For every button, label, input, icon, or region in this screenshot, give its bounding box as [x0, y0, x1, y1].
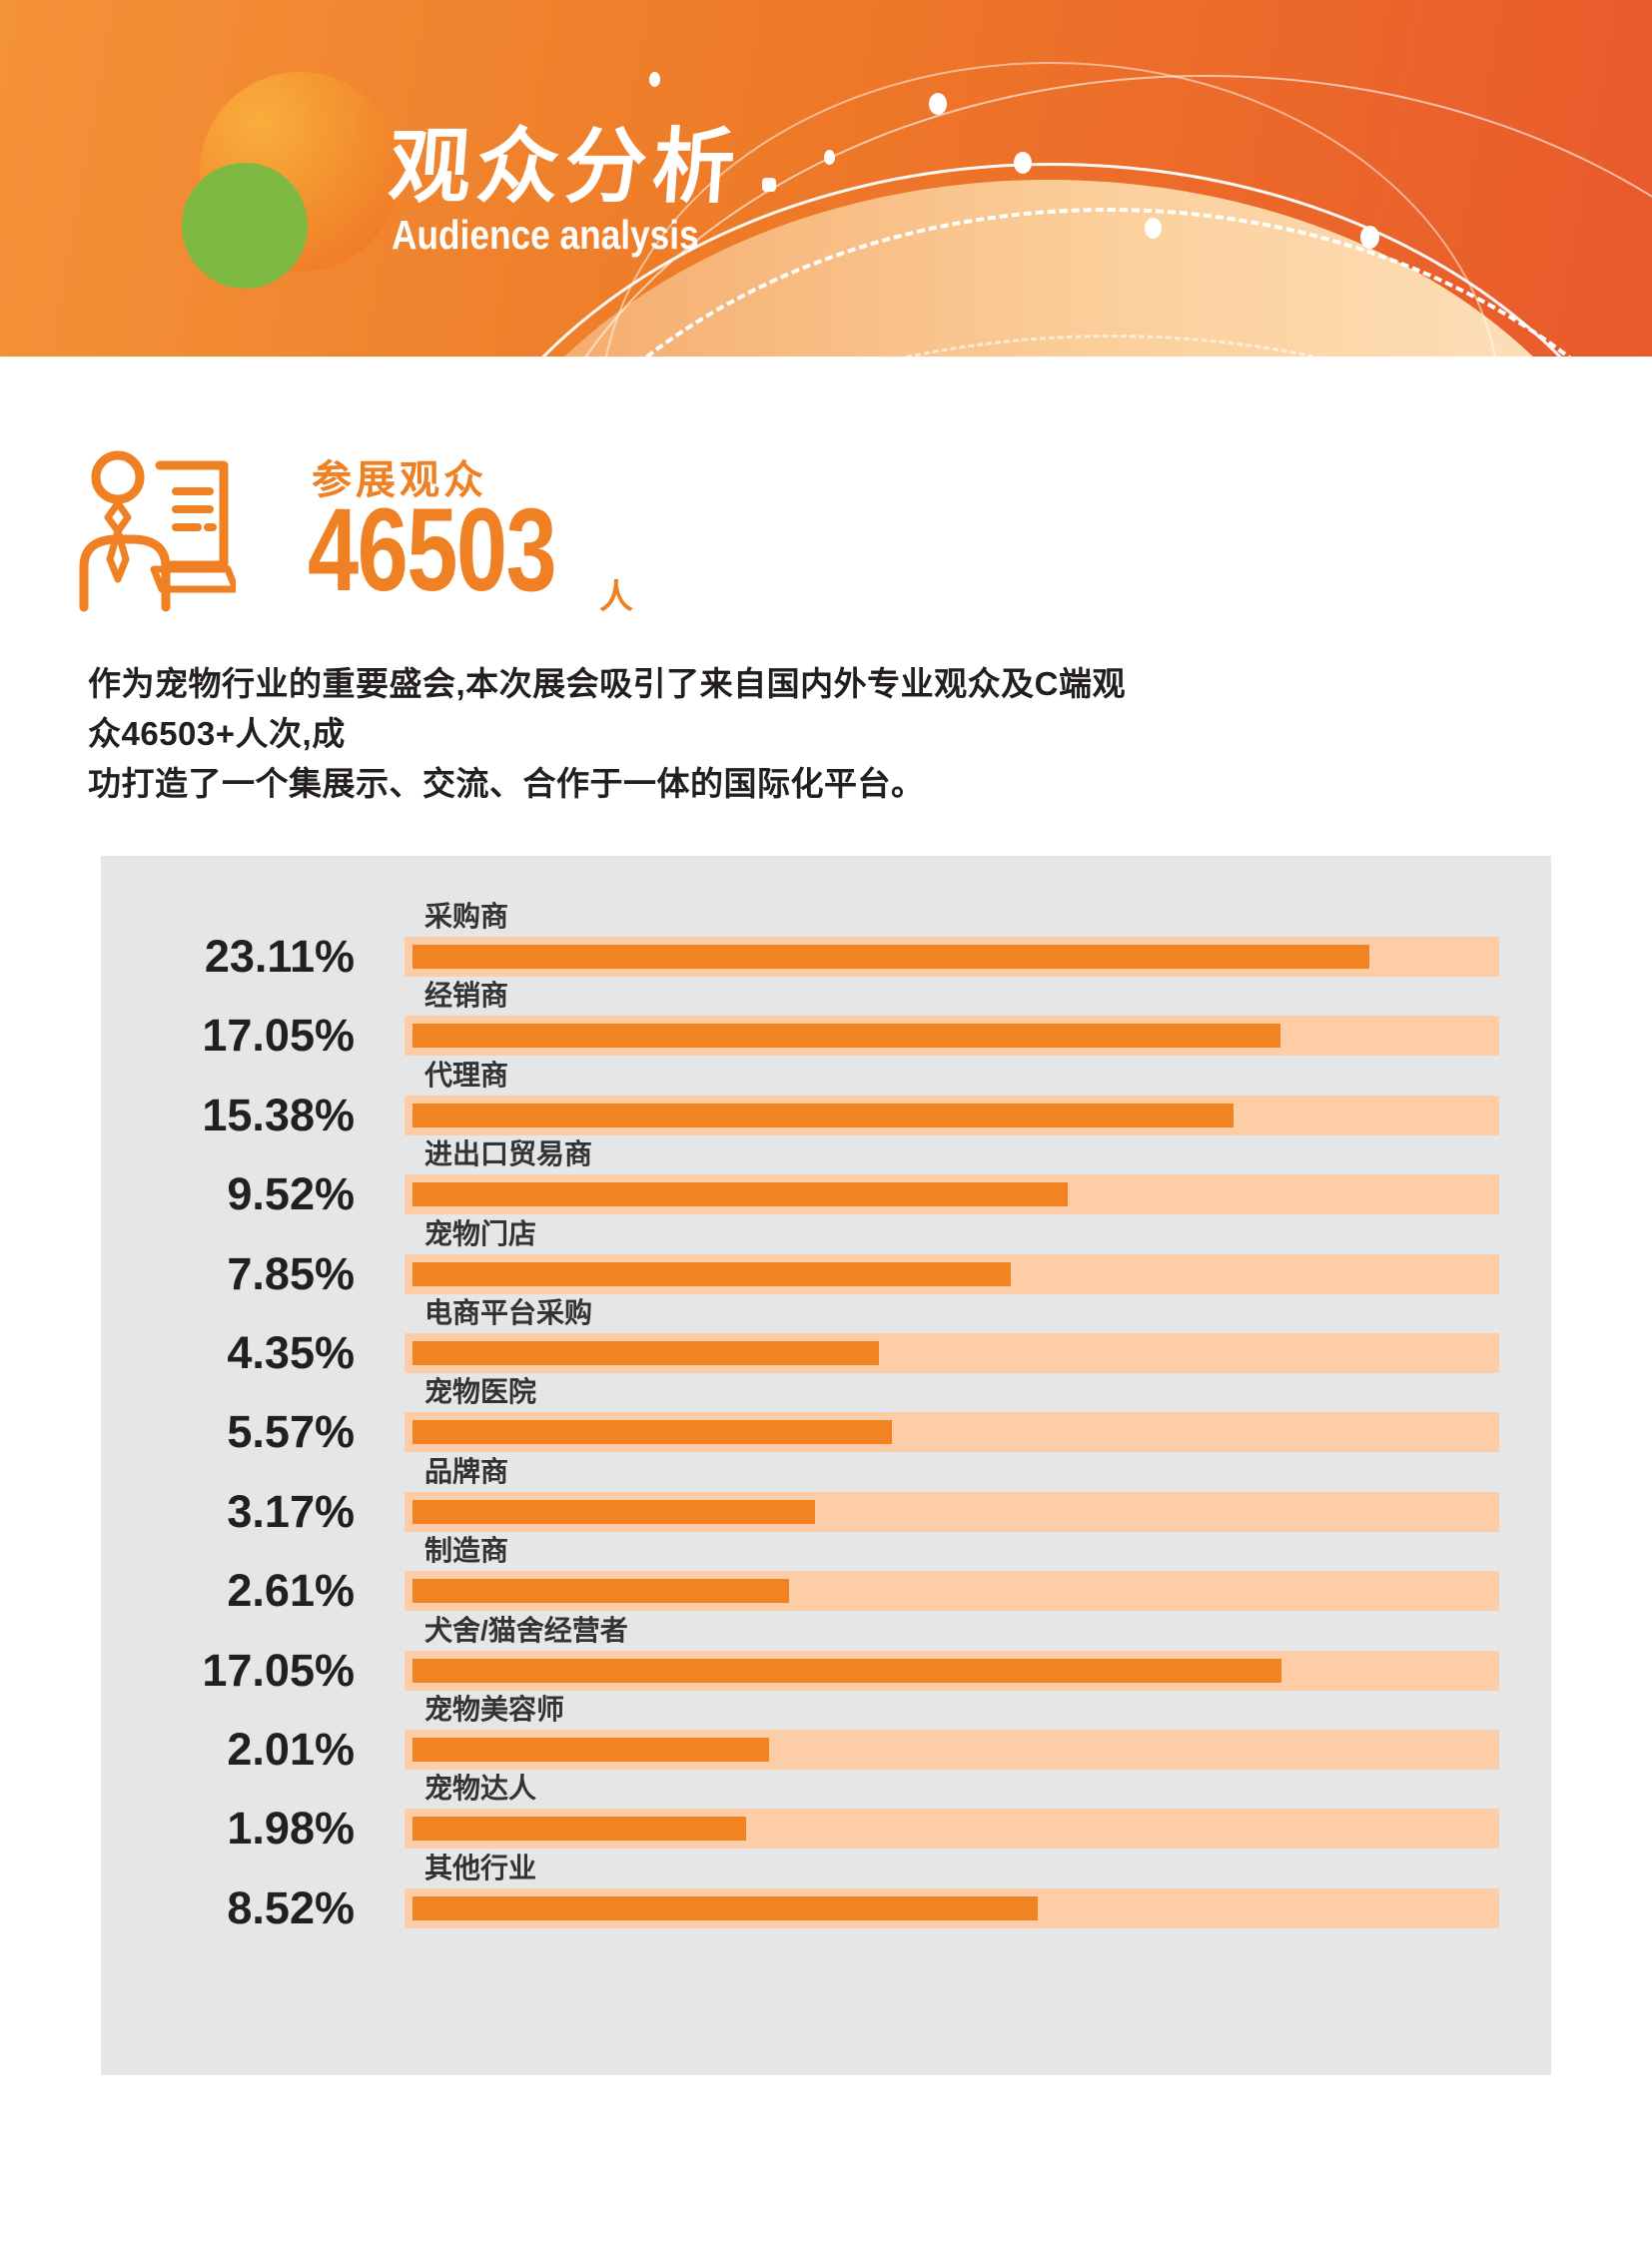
row-bar: [413, 1341, 879, 1365]
decor-dot: [824, 150, 835, 165]
row-track: [405, 1412, 1499, 1452]
row-track: [405, 1254, 1499, 1294]
row-label: 采购商: [424, 901, 509, 932]
row-label: 其他行业: [424, 1853, 537, 1883]
row-percent: 2.61%: [227, 1565, 355, 1616]
row-percent: 15.38%: [202, 1090, 355, 1140]
visitor-presenter-icon: [79, 450, 236, 612]
row-bar: [413, 1500, 815, 1524]
page-title: 观众分析: [386, 122, 744, 213]
row-label: 电商平台采购: [424, 1297, 593, 1328]
row-percent: 4.35%: [227, 1327, 355, 1378]
row-track: [405, 1809, 1499, 1849]
row-track: [405, 1016, 1499, 1056]
stats-label: 参展观众: [312, 458, 487, 502]
row-percent: 9.52%: [227, 1168, 355, 1219]
header-banner: 观众分析 Audience analysis: [0, 0, 1652, 357]
decor-dot: [649, 72, 660, 87]
decor-dot: [1014, 152, 1032, 174]
row-percent: 3.17%: [227, 1486, 355, 1537]
row-percent: 1.98%: [227, 1803, 355, 1854]
row-bar: [413, 1104, 1234, 1127]
audience-bar-chart: 23.11% 采购商 17.05% 经销商 15.38% 代理商 9.52% 进出口贸易商 7.…: [101, 856, 1551, 2075]
row-label: 犬舍/猫舍经营者: [424, 1615, 628, 1646]
row-bar: [413, 1738, 769, 1762]
row-percent: 8.52%: [227, 1882, 355, 1933]
row-track: [405, 1571, 1499, 1611]
row-percent: 17.05%: [202, 1645, 355, 1696]
row-track: [405, 1888, 1499, 1928]
logo-green-circle: [182, 163, 308, 289]
row-bar: [413, 1262, 1011, 1286]
row-bar: [413, 945, 1369, 969]
intro-paragraph: 作为宠物行业的重要盛会,本次展会吸引了来自国内外专业观众及C端观众46503+人…: [88, 665, 1126, 802]
decor-dot: [1145, 218, 1162, 239]
row-label: 代理商: [424, 1060, 509, 1091]
row-label: 制造商: [424, 1535, 509, 1566]
row-label: 经销商: [424, 980, 509, 1011]
row-bar: [413, 1420, 892, 1444]
row-label: 进出口贸易商: [424, 1138, 593, 1169]
row-bar: [413, 1182, 1068, 1206]
row-percent: 5.57%: [227, 1406, 355, 1457]
decor-dot: [1360, 226, 1379, 249]
row-track: [405, 1096, 1499, 1135]
row-bar: [413, 1896, 1038, 1920]
row-label: 宠物门店: [424, 1218, 537, 1249]
stats-number: 46503: [308, 484, 557, 616]
row-bar: [413, 1579, 789, 1603]
row-label: 品牌商: [424, 1456, 509, 1487]
decor-dot: [929, 93, 947, 115]
row-bar: [413, 1024, 1280, 1048]
row-bar: [413, 1817, 746, 1841]
row-track: [405, 1730, 1499, 1770]
row-percent: 7.85%: [227, 1248, 355, 1299]
stats-unit: 人: [599, 578, 633, 616]
row-label: 宠物美容师: [424, 1694, 565, 1725]
row-label: 宠物达人: [424, 1773, 537, 1804]
row-percent: 2.01%: [227, 1724, 355, 1775]
row-percent: 17.05%: [202, 1010, 355, 1061]
title-period-dot: [762, 178, 776, 192]
row-bar: [413, 1659, 1281, 1683]
row-label: 宠物医院: [424, 1376, 537, 1407]
row-percent: 23.11%: [204, 931, 355, 982]
row-track: [405, 937, 1499, 977]
row-track: [405, 1651, 1499, 1691]
row-track: [405, 1492, 1499, 1532]
row-track: [405, 1174, 1499, 1214]
row-track: [405, 1333, 1499, 1373]
page-subtitle: Audience analysis: [392, 212, 699, 258]
